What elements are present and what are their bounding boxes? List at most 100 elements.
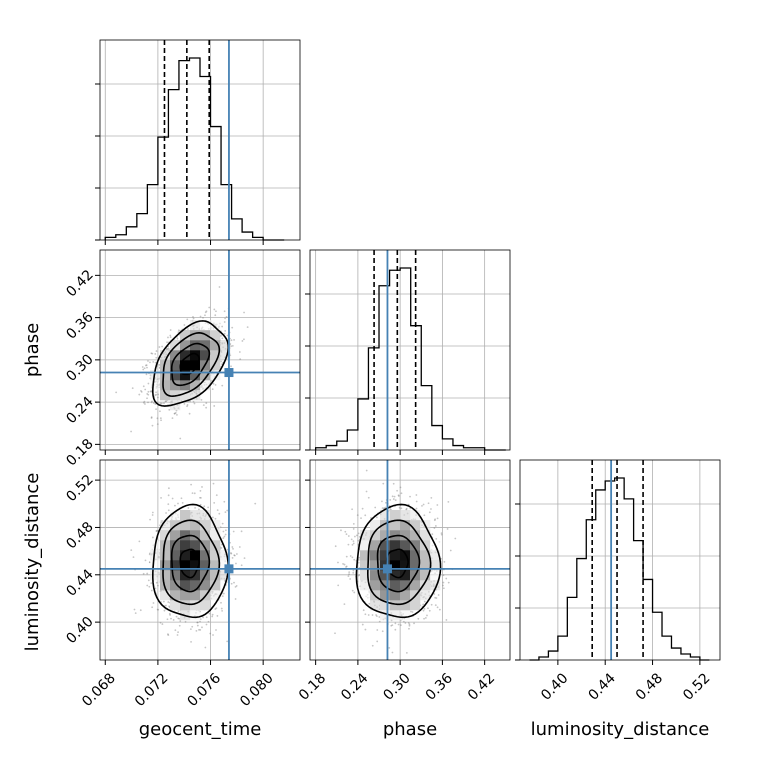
- sample-point: [169, 329, 172, 331]
- truth-marker: [224, 368, 234, 378]
- sample-point: [229, 552, 232, 554]
- density-cell: [370, 570, 381, 581]
- sample-point: [155, 529, 158, 532]
- sample-point: [396, 489, 399, 492]
- sample-point: [361, 623, 364, 626]
- density-cell: [390, 560, 401, 571]
- sample-point: [142, 572, 145, 575]
- density-cell: [200, 350, 211, 361]
- density-cell: [210, 370, 221, 381]
- sample-point: [404, 622, 407, 624]
- hist2d-panel-luminosity-distance-vs-geocent-time: [95, 459, 301, 665]
- sample-point: [365, 469, 368, 472]
- sample-point: [437, 594, 440, 596]
- density-cell: [190, 330, 201, 341]
- density-cell: [210, 540, 221, 551]
- sample-point: [345, 555, 348, 558]
- sample-point: [193, 402, 196, 405]
- hist2d-panel-luminosity-distance-vs-phase: [305, 459, 511, 665]
- sample-point: [188, 412, 191, 415]
- sample-point: [350, 538, 353, 541]
- sample-point: [408, 623, 411, 626]
- sample-point: [164, 400, 167, 403]
- sample-point: [454, 537, 457, 540]
- sample-point: [221, 595, 224, 598]
- sample-point: [163, 609, 166, 612]
- sample-point: [174, 504, 176, 507]
- density-cell: [160, 540, 171, 551]
- density-cell: [170, 380, 181, 391]
- sample-point: [344, 530, 347, 533]
- sample-point: [222, 530, 225, 533]
- density-cell: [190, 390, 201, 401]
- sample-point: [389, 499, 392, 501]
- density-cell: [380, 570, 391, 581]
- contour-level-2: [162, 519, 221, 606]
- sample-point: [220, 334, 222, 337]
- sample-point: [375, 516, 378, 519]
- density-cell: [400, 540, 411, 551]
- sample-point: [447, 581, 450, 584]
- density-cell: [180, 550, 191, 561]
- density-cell: [390, 570, 401, 581]
- density-cell: [380, 600, 391, 611]
- density-cell: [410, 600, 421, 611]
- sample-point: [173, 412, 176, 415]
- sample-point: [440, 533, 443, 536]
- density-cell: [410, 510, 421, 521]
- sample-point: [243, 557, 246, 559]
- sample-point: [447, 500, 450, 503]
- xlabel-phase: phase: [383, 719, 437, 740]
- density-cell: [370, 540, 381, 551]
- sample-point: [394, 499, 397, 502]
- sample-point: [340, 529, 342, 532]
- sample-point: [378, 616, 381, 618]
- sample-point: [222, 537, 225, 539]
- density-cell: [390, 550, 401, 561]
- sample-point: [209, 632, 212, 635]
- sample-point: [357, 561, 360, 564]
- sample-point: [226, 334, 229, 337]
- density-cell: [150, 550, 161, 561]
- sample-point: [179, 620, 182, 622]
- sample-point: [231, 344, 234, 347]
- sample-point: [436, 504, 439, 506]
- density-cell: [390, 600, 401, 611]
- sample-point: [190, 640, 192, 643]
- sample-point: [155, 530, 158, 533]
- sample-point: [157, 608, 160, 611]
- density-cell: [210, 360, 221, 371]
- density-cell: [190, 510, 201, 521]
- sample-point: [131, 387, 134, 390]
- sample-point: [435, 597, 438, 599]
- sample-point: [181, 502, 184, 504]
- sample-point: [130, 549, 133, 552]
- xtick-label-geocent-time-0: 0.068: [79, 670, 119, 710]
- density-cell: [420, 530, 431, 541]
- density-cell: [170, 550, 181, 561]
- sample-point: [421, 504, 423, 507]
- sample-point: [230, 345, 233, 348]
- density-cell: [430, 580, 441, 591]
- sample-point: [231, 326, 234, 329]
- density-cell: [210, 590, 221, 601]
- sample-point: [374, 506, 377, 509]
- sample-point: [347, 543, 350, 546]
- density-cell: [390, 520, 401, 531]
- density-cell: [180, 370, 191, 381]
- sample-point: [213, 502, 216, 504]
- sample-point: [215, 629, 217, 631]
- sample-point: [177, 610, 180, 613]
- sample-point: [154, 394, 157, 396]
- density-cell: [380, 510, 391, 521]
- density-cell: [220, 340, 231, 351]
- density-cell: [390, 540, 401, 551]
- density-cell: [370, 520, 381, 531]
- sample-point: [154, 361, 157, 364]
- sample-point: [224, 533, 227, 536]
- sample-point: [199, 496, 201, 499]
- sample-point: [417, 617, 420, 620]
- sample-point: [167, 494, 170, 497]
- sample-point: [202, 616, 205, 619]
- ytick-label-luminosity-distance-1: 0.44: [63, 566, 96, 599]
